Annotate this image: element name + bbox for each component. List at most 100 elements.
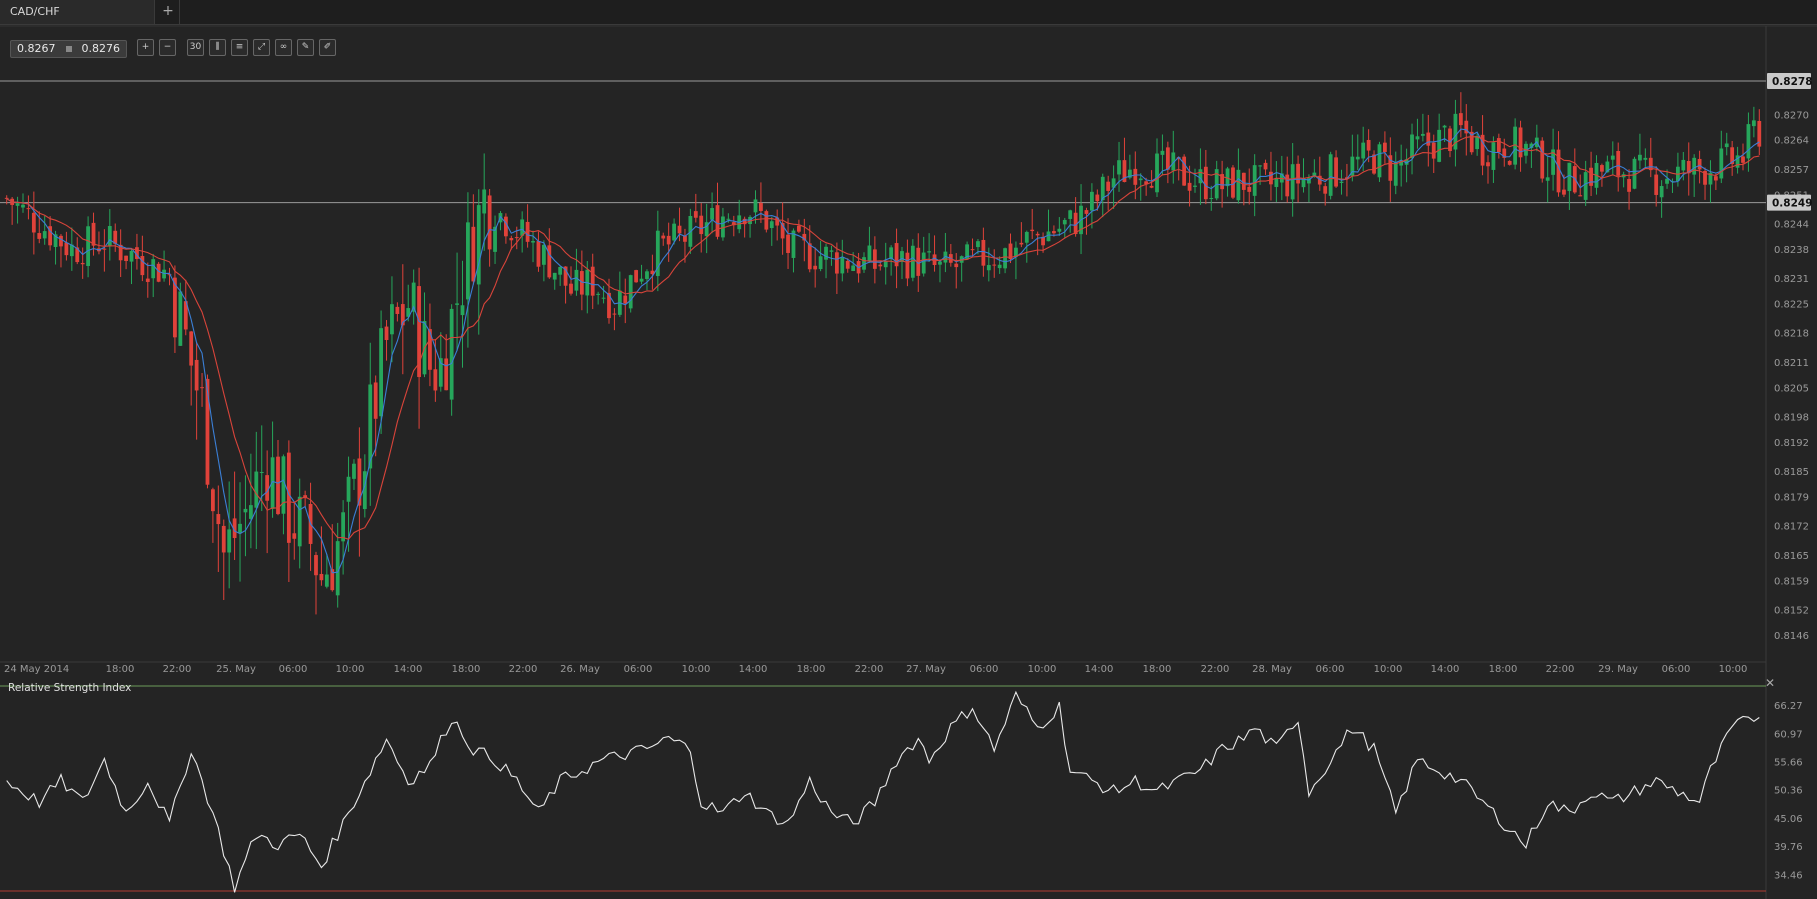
time-tick-label: 18:00 — [1143, 664, 1172, 675]
time-tick-label: 06:00 — [624, 664, 653, 675]
indicators-icon[interactable]: ≡ — [231, 39, 248, 56]
candle-body — [1149, 185, 1154, 188]
candle-body — [1279, 173, 1284, 183]
candle-body — [1697, 158, 1702, 170]
candle-body — [314, 555, 318, 576]
candle-body — [1334, 157, 1338, 187]
candle-body — [574, 269, 579, 291]
candle-body — [281, 456, 286, 514]
price-level-tag — [1767, 72, 1811, 89]
candle-body — [1019, 242, 1024, 245]
candle-body — [1057, 228, 1062, 232]
candle-body — [889, 247, 894, 260]
candle-body — [693, 211, 698, 218]
price-level-label: 0.8249 — [1772, 198, 1813, 210]
candle-body — [118, 244, 123, 261]
candle-body — [965, 244, 970, 260]
candle-body — [1502, 148, 1507, 158]
price-tick-label: 0.8244 — [1774, 220, 1809, 231]
candle-body — [1426, 132, 1431, 146]
candle-body — [1312, 172, 1317, 177]
chart-toolbar: + −30 ⫼ ≡ ⤢ ∞ ✎ ✐ — [137, 39, 336, 57]
draw-icon[interactable]: ✐ — [319, 39, 336, 56]
time-tick-label: 14:00 — [1085, 664, 1114, 675]
candle-body — [248, 505, 253, 519]
zoom-in-icon[interactable]: + — [137, 39, 154, 56]
candle-body — [341, 512, 346, 542]
candle-body — [1144, 181, 1149, 185]
candle-body — [645, 271, 649, 279]
candle-body — [124, 255, 128, 262]
zoom-out-icon[interactable]: − — [159, 39, 176, 56]
tab-cad-chf[interactable]: CAD/CHF — [0, 0, 155, 24]
candle-body — [455, 303, 459, 305]
candle-body — [1632, 158, 1637, 189]
time-tick-label: 22:00 — [509, 664, 538, 675]
candle-body — [1052, 231, 1056, 234]
candle-body — [1578, 195, 1583, 197]
time-tick-label: 22:00 — [163, 664, 192, 675]
price-tick-label: 0.8257 — [1774, 165, 1809, 176]
candle-body — [1518, 127, 1523, 158]
spread-separator — [65, 46, 72, 52]
candle-body — [1529, 143, 1534, 149]
add-tab-button[interactable]: + — [157, 0, 180, 24]
candle-body — [15, 203, 20, 206]
candle-body — [1030, 229, 1035, 232]
candle-body — [1583, 172, 1588, 200]
candle-body — [981, 239, 986, 266]
candle-body — [259, 472, 264, 474]
candle-body — [91, 222, 96, 246]
candles-icon[interactable]: ⫼ — [209, 39, 226, 56]
candle-body — [1735, 155, 1740, 168]
candle-body — [862, 257, 866, 270]
pencil-icon[interactable]: ✎ — [297, 39, 314, 56]
candle-body — [1274, 178, 1279, 187]
candle-body — [1556, 149, 1561, 193]
tab-bar: CAD/CHF + — [0, 0, 1817, 25]
rsi-tick-label: 34.46 — [1774, 870, 1803, 881]
candle-body — [910, 245, 915, 278]
candle-body — [1562, 189, 1566, 195]
link-icon[interactable]: ∞ — [275, 39, 292, 56]
candle-body — [802, 233, 807, 241]
price-tick-label: 0.8185 — [1774, 467, 1809, 478]
candle-body — [796, 225, 801, 232]
close-icon[interactable]: ✕ — [1765, 676, 1776, 690]
candle-body — [579, 271, 584, 295]
candle-body — [1730, 147, 1735, 165]
price-tick-label: 0.8152 — [1774, 606, 1809, 617]
time-tick-label: 26. May — [560, 664, 600, 675]
candle-body — [552, 272, 557, 280]
candle-body — [200, 387, 204, 389]
candle-body — [37, 233, 42, 239]
candle-body — [276, 456, 280, 515]
candle-body — [601, 297, 606, 299]
candle-body — [384, 326, 389, 341]
candle-body — [1605, 161, 1610, 173]
candle-body — [433, 369, 438, 391]
candle-body — [178, 291, 183, 346]
candle-body — [151, 259, 156, 279]
time-tick-label: 14:00 — [739, 664, 768, 675]
candle-body — [1648, 157, 1653, 171]
candle-body — [1231, 167, 1235, 198]
candle-body — [661, 235, 666, 239]
time-tick-label: 24 May 2014 — [4, 664, 69, 675]
time-tick-label: 10:00 — [682, 664, 711, 675]
candle-body — [265, 475, 270, 501]
candle-body — [216, 514, 221, 525]
fit-icon[interactable]: ⤢ — [253, 39, 270, 56]
candle-body — [1155, 153, 1159, 193]
candle-body — [1100, 176, 1105, 201]
candle-body — [1095, 194, 1100, 202]
candle-body — [129, 250, 134, 262]
candle-body — [48, 226, 53, 246]
candle-body — [1263, 162, 1268, 170]
candle-body — [324, 574, 329, 587]
candle-body — [227, 529, 232, 553]
candle-body — [531, 241, 535, 243]
candle-body — [677, 225, 682, 234]
timeframe-button[interactable]: 30 — [187, 39, 204, 56]
